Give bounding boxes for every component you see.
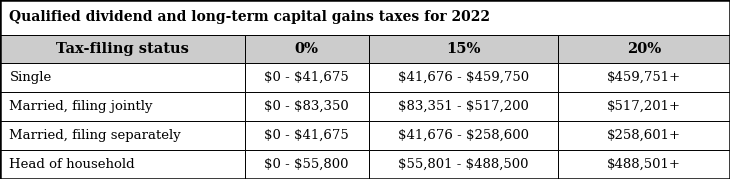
Text: 0%: 0% xyxy=(295,42,318,56)
Text: \$0 - \$83,350: \$0 - \$83,350 xyxy=(264,100,349,113)
Text: Tax-filing status: Tax-filing status xyxy=(55,42,189,56)
Bar xyxy=(0,35,245,63)
Text: 15%: 15% xyxy=(446,42,481,56)
Bar xyxy=(245,150,369,179)
Text: \$517,201+: \$517,201+ xyxy=(607,100,681,113)
Text: \$41,676 - \$459,750: \$41,676 - \$459,750 xyxy=(398,71,529,84)
Bar xyxy=(0,121,245,150)
Text: 20%: 20% xyxy=(627,42,661,56)
Text: \$459,751+: \$459,751+ xyxy=(607,71,681,84)
Text: \$488,501+: \$488,501+ xyxy=(607,158,681,171)
Bar xyxy=(369,121,558,150)
Bar xyxy=(558,121,730,150)
Text: Married, filing jointly: Married, filing jointly xyxy=(9,100,153,113)
Bar xyxy=(369,63,558,92)
Bar xyxy=(0,92,245,121)
Text: \$0 - \$41,675: \$0 - \$41,675 xyxy=(264,71,349,84)
Text: \$0 - \$41,675: \$0 - \$41,675 xyxy=(264,129,349,142)
Bar xyxy=(245,63,369,92)
Text: \$41,676 - \$258,600: \$41,676 - \$258,600 xyxy=(398,129,529,142)
Bar xyxy=(245,92,369,121)
Bar xyxy=(0,150,245,179)
Bar xyxy=(558,63,730,92)
Text: Qualified dividend and long-term capital gains taxes for 2022: Qualified dividend and long-term capital… xyxy=(9,10,491,25)
Text: \$258,601+: \$258,601+ xyxy=(607,129,681,142)
Text: Married, filing separately: Married, filing separately xyxy=(9,129,181,142)
Bar xyxy=(369,150,558,179)
Bar xyxy=(0,63,245,92)
Bar xyxy=(245,121,369,150)
Text: \$0 - \$55,800: \$0 - \$55,800 xyxy=(264,158,349,171)
Bar xyxy=(558,35,730,63)
Bar xyxy=(369,92,558,121)
Text: \$83,351 - \$517,200: \$83,351 - \$517,200 xyxy=(398,100,529,113)
Bar xyxy=(369,35,558,63)
Text: \$55,801 - \$488,500: \$55,801 - \$488,500 xyxy=(399,158,529,171)
Bar xyxy=(0,0,730,35)
Bar xyxy=(558,92,730,121)
Bar xyxy=(245,35,369,63)
Bar xyxy=(558,150,730,179)
Text: Single: Single xyxy=(9,71,52,84)
Text: Head of household: Head of household xyxy=(9,158,135,171)
